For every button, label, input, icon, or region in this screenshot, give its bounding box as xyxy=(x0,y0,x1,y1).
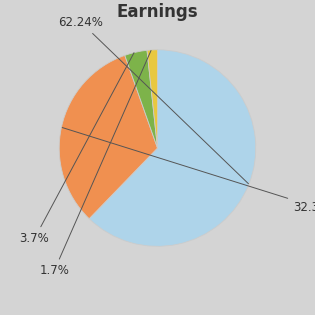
Wedge shape xyxy=(147,50,158,148)
Wedge shape xyxy=(89,50,256,246)
Text: 62.24%: 62.24% xyxy=(59,16,249,184)
Text: 3.7%: 3.7% xyxy=(20,53,134,245)
Wedge shape xyxy=(125,50,158,148)
Text: 32.37%: 32.37% xyxy=(62,128,315,214)
Text: 1.7%: 1.7% xyxy=(39,50,151,278)
Wedge shape xyxy=(59,55,158,219)
Title: Earnings: Earnings xyxy=(117,3,198,21)
